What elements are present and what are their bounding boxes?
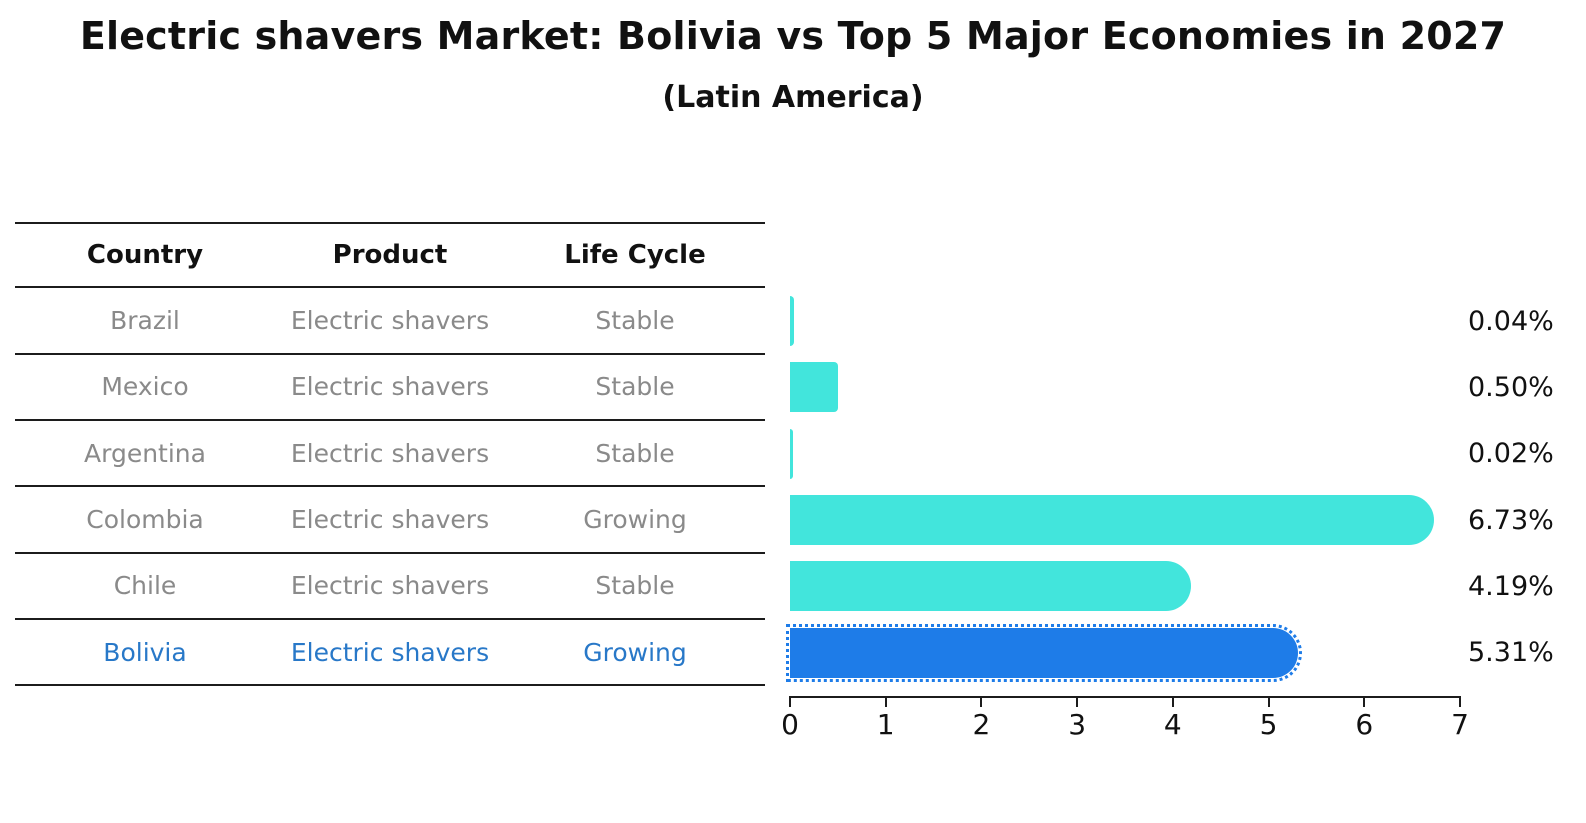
cell-life-cycle: Growing (583, 504, 687, 534)
x-tick (1171, 698, 1174, 707)
table-header-country: Country (86, 240, 204, 271)
table-row-brazil: Brazil Electric shavers Stable (15, 288, 765, 355)
x-tick-label: 6 (1355, 708, 1374, 741)
cell-product: Electric shavers (290, 305, 490, 335)
bar-colombia (790, 495, 1435, 546)
x-axis-line (789, 696, 1461, 698)
chart-title: Electric shavers Market: Bolivia vs Top … (79, 14, 1507, 58)
x-tick-label: 2 (972, 708, 991, 741)
x-axis: 0 1 2 3 4 5 6 7 (781, 696, 1469, 744)
x-tick-label: 7 (1451, 708, 1469, 741)
table-header-life-cycle: Life Cycle (564, 240, 706, 271)
x-tick-label: 0 (781, 708, 799, 741)
cell-product: Electric shavers (290, 571, 490, 601)
cell-product: Electric shavers (290, 504, 490, 534)
x-tick (1267, 698, 1270, 707)
bar-value-label: 0.02% (1468, 438, 1554, 470)
x-tick (1363, 698, 1366, 707)
bar-row (785, 620, 1460, 686)
x-tick-label: 1 (876, 708, 895, 741)
table-row-argentina: Argentina Electric shavers Stable (15, 421, 765, 488)
chart-subtitle: (Latin America) (662, 80, 924, 115)
bar-row (790, 354, 1460, 420)
bar-value-label: 4.19% (1468, 570, 1554, 602)
cell-country: Mexico (101, 372, 189, 402)
bar-brazil (790, 296, 794, 347)
cell-country: Bolivia (103, 637, 187, 667)
x-tick (1076, 698, 1079, 707)
x-tick (789, 698, 791, 707)
table-row-mexico: Mexico Electric shavers Stable (15, 355, 765, 421)
x-tick-label: 4 (1163, 708, 1182, 741)
x-tick-label: 3 (1068, 708, 1087, 741)
cell-product: Electric shavers (290, 438, 490, 468)
cell-life-cycle: Growing (583, 637, 687, 667)
cell-country: Colombia (86, 504, 204, 534)
cell-country: Brazil (110, 305, 180, 335)
cell-product: Electric shavers (290, 637, 490, 667)
bar-bolivia (785, 623, 1303, 682)
bar-argentina (790, 428, 793, 479)
x-tick (884, 698, 887, 707)
cell-country: Argentina (84, 438, 206, 468)
bar-row (790, 487, 1460, 553)
comparison-table: Country Product Life Cycle Brazil Electr… (15, 222, 765, 687)
bar-mexico (790, 362, 838, 413)
cell-life-cycle: Stable (595, 305, 675, 335)
bar-value-label: 0.50% (1468, 371, 1554, 403)
bar-plot-area (785, 288, 1460, 686)
table-header-row: Country Product Life Cycle (15, 222, 765, 289)
table-row-colombia: Colombia Electric shavers Growing (15, 487, 765, 554)
cell-product: Electric shavers (290, 372, 490, 402)
cell-life-cycle: Stable (595, 372, 675, 402)
bar-row (790, 421, 1460, 487)
bar-value-label: 5.31% (1468, 637, 1554, 669)
cell-life-cycle: Stable (595, 438, 675, 468)
bar-chile (790, 561, 1192, 612)
table-header-product: Product (332, 240, 448, 271)
x-tick-label: 5 (1259, 708, 1278, 741)
table-row-bolivia: Bolivia Electric shavers Growing (15, 620, 765, 687)
bar-value-label: 6.73% (1468, 504, 1554, 536)
x-tick (980, 698, 983, 707)
bar-row (790, 288, 1460, 354)
table-row-chile: Chile Electric shavers Stable (15, 554, 765, 620)
value-label-column: 0.04% 0.50% 0.02% 6.73% 4.19% 5.31% (1468, 288, 1586, 686)
x-tick (1459, 698, 1461, 707)
bar-value-label: 0.04% (1468, 305, 1554, 337)
bar-row (790, 553, 1460, 619)
cell-country: Chile (113, 571, 177, 601)
cell-life-cycle: Stable (595, 571, 675, 601)
